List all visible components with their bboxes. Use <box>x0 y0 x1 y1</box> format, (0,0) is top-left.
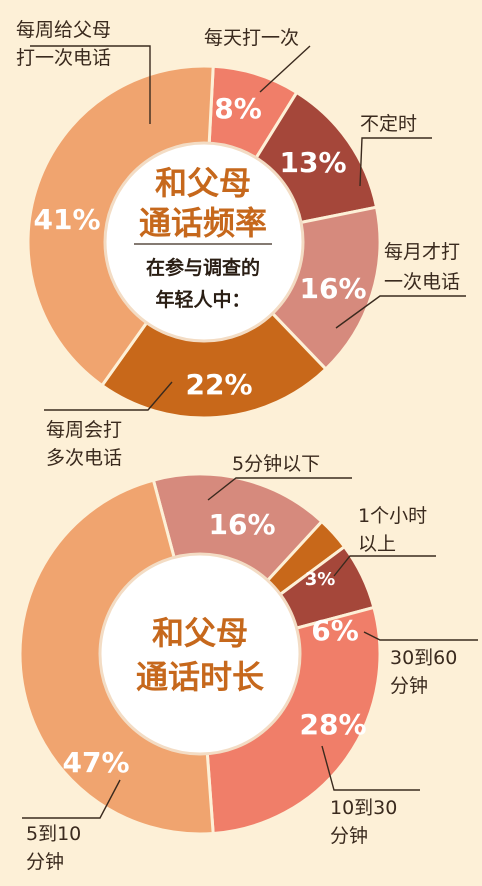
donut1-subtitle-line1: 在参与调查的 <box>146 256 260 279</box>
d1-leader-1 <box>359 137 432 187</box>
d1-pct-4: 41% <box>33 203 100 236</box>
d2-leader-0 <box>207 477 352 501</box>
d2-label-0: 5分钟以下 <box>232 453 320 475</box>
d2-pct-4: 47% <box>62 746 129 779</box>
donut2-title-line2: 通话时长 <box>136 658 264 696</box>
d2-leader-1 <box>333 555 436 577</box>
d1-pct-2: 16% <box>299 272 366 305</box>
d2-label-2-line1: 30到60 <box>390 647 457 669</box>
d1-leader-3 <box>44 381 173 411</box>
d2-label-3-line1: 10到30 <box>330 797 397 819</box>
d2-label-1-line1: 1个小时 <box>358 505 427 527</box>
d2-label-4-line1: 5到10 <box>26 823 81 845</box>
d2-leader-2 <box>363 631 478 641</box>
duration-donut: 和父母 通话时长 16% 3% 6% 28% 47% 5分钟以下 1个小时 以上… <box>18 453 478 873</box>
d1-leader-0b <box>259 45 311 93</box>
donut-hole <box>98 552 302 756</box>
d2-leader-3 <box>321 745 420 791</box>
d1-pct-1: 13% <box>279 146 346 179</box>
d2-label-2-line2: 分钟 <box>390 675 428 697</box>
d1-label-0: 每天打一次 <box>204 27 299 49</box>
d2-pct-0: 16% <box>208 508 275 541</box>
d2-label-4-line2: 分钟 <box>26 851 64 873</box>
donut1-title-line2: 通话频率 <box>139 204 267 242</box>
d1-leader-4 <box>30 45 151 124</box>
d2-label-3-line2: 分钟 <box>330 825 368 847</box>
d2-pct-2: 6% <box>311 614 359 647</box>
donut1-title-line1: 和父母 <box>155 164 251 202</box>
d1-label-3-line2: 多次电话 <box>46 447 122 469</box>
d1-label-2-line1: 每月才打 <box>384 241 460 263</box>
donut2-title-line1: 和父母 <box>152 614 248 652</box>
d1-pct-0: 8% <box>214 92 262 125</box>
d1-label-1: 不定时 <box>360 113 417 135</box>
d1-leader-2 <box>335 295 466 329</box>
d1-label-4-line1: 每周给父母 <box>16 19 111 41</box>
donut1-subtitle-line2: 年轻人中： <box>155 288 250 311</box>
donut-hole <box>103 141 305 343</box>
d2-pct-1: 3% <box>305 569 336 590</box>
d1-label-2-line2: 一次电话 <box>384 271 460 293</box>
d1-pct-3: 22% <box>185 368 252 401</box>
frequency-donut: 和父母 通话频率 在参与调查的 年轻人中： 8% 13% 16% 22% 41%… <box>16 19 466 469</box>
d1-label-4-line2: 打一次电话 <box>16 47 111 69</box>
d1-label-3-line1: 每周会打 <box>46 419 122 441</box>
d2-pct-3: 28% <box>299 708 366 741</box>
d2-label-1-line2: 以上 <box>358 533 396 555</box>
d2-leader-4 <box>22 779 121 819</box>
